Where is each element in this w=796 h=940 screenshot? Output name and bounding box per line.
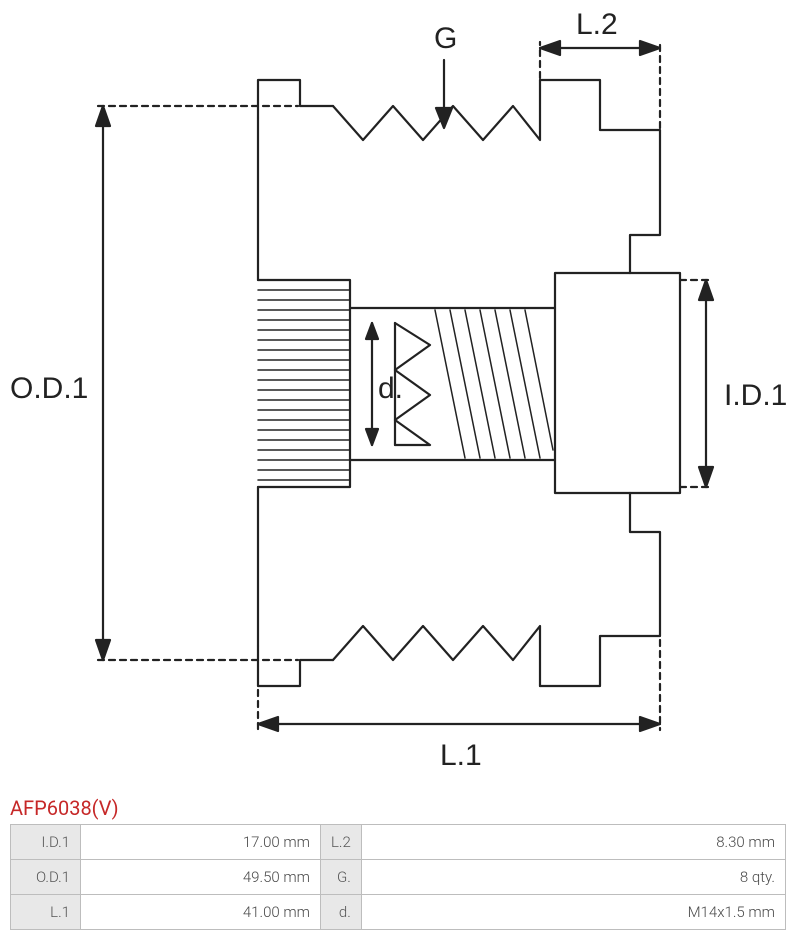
technical-diagram: O.D.1 I.D.1 L.1 L.2 G d. [0,0,796,790]
spec-key: d. [321,895,362,930]
spec-value: 49.50 mm [81,860,321,895]
label-l2: L.2 [576,8,618,41]
label-od1: O.D.1 [10,372,88,405]
spec-value: 41.00 mm [81,895,321,930]
spec-table: I.D.1 17.00 mm L.2 8.30 mm O.D.1 49.50 m… [10,824,786,930]
spec-value: 8 qty. [361,860,785,895]
table-row: O.D.1 49.50 mm G. 8 qty. [11,860,786,895]
table-row: I.D.1 17.00 mm L.2 8.30 mm [11,825,786,860]
spec-key: G. [321,860,362,895]
label-l1: L.1 [440,739,482,772]
spec-value: 17.00 mm [81,825,321,860]
label-d: d. [378,372,403,405]
label-id1: I.D.1 [724,379,787,412]
pulley-drawing: O.D.1 I.D.1 L.1 L.2 G d. [0,0,796,790]
spec-key: I.D.1 [11,825,81,860]
table-row: L.1 41.00 mm d. M14x1.5 mm [11,895,786,930]
part-number-title: AFP6038(V) [0,790,796,824]
spec-key: O.D.1 [11,860,81,895]
spec-key: L.2 [321,825,362,860]
spec-value: 8.30 mm [361,825,785,860]
spec-key: L.1 [11,895,81,930]
label-g: G [434,22,457,55]
spec-value: M14x1.5 mm [361,895,785,930]
